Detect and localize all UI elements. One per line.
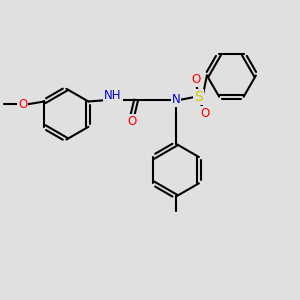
Text: NH: NH [104, 89, 122, 102]
Text: O: O [127, 115, 136, 128]
Text: O: O [200, 107, 209, 120]
Text: O: O [18, 98, 28, 111]
Text: N: N [172, 94, 181, 106]
Text: O: O [191, 73, 200, 86]
Text: S: S [194, 90, 203, 104]
